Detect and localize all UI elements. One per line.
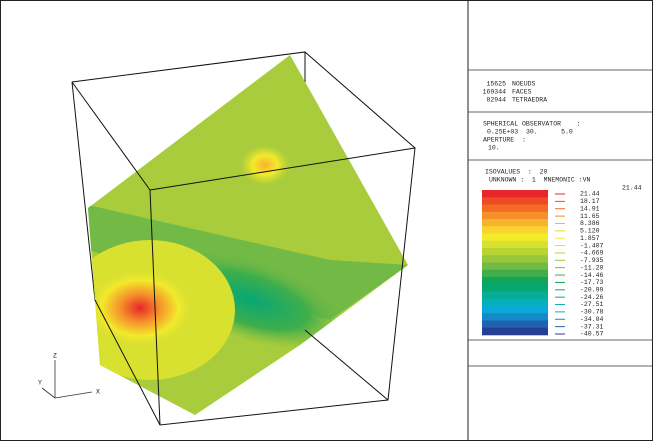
- legend-swatch: [482, 320, 548, 329]
- legend-swatch: [482, 291, 548, 300]
- legend-level: -20.99: [580, 287, 604, 294]
- mesh-count: 82944: [486, 97, 506, 104]
- legend-swatch: [482, 219, 548, 227]
- legend-level: 1.857: [580, 235, 600, 242]
- legend-swatch: [482, 269, 548, 278]
- legend-swatch: [482, 197, 548, 205]
- panel-lines: [468, 69, 653, 367]
- legend-swatch: [482, 240, 548, 249]
- legend-swatch: [482, 255, 548, 263]
- legend-level: -24.26: [580, 294, 604, 301]
- legend-level: 14.91: [580, 205, 600, 212]
- observer-title: SPHERICAL OBSERVATOR :: [483, 121, 581, 128]
- legend-level: -7.935: [580, 257, 604, 264]
- legend-level: -34.04: [580, 316, 604, 323]
- legend-swatch: [482, 233, 548, 242]
- legend-swatch: [482, 306, 548, 314]
- legend-level: -37.31: [580, 323, 604, 330]
- mesh-count: 169344: [483, 89, 507, 96]
- mesh-label: TETRAEDRA: [512, 97, 547, 104]
- axis-label: Z: [53, 353, 57, 360]
- info-panel: SPHERICAL OBSERVATOR : 0.25E+03 30. 5.0 …: [483, 121, 642, 192]
- axis-label: Y: [38, 380, 42, 387]
- legend-level: 18.17: [580, 198, 600, 205]
- legend-swatch: [482, 262, 548, 271]
- legend-level: 5.120: [580, 228, 600, 235]
- legend-swatch: [482, 313, 548, 321]
- legend-level: 11.65: [580, 213, 600, 220]
- legend-swatch: [482, 190, 548, 198]
- mesh-count: 15625: [486, 81, 506, 88]
- isovalues-label: ISOVALUES : 20: [485, 169, 548, 176]
- legend-level: -40.57: [580, 331, 604, 338]
- legend-swatch: [482, 248, 548, 256]
- axis-label: X: [96, 389, 100, 396]
- legend-swatch: [482, 284, 548, 292]
- legend-level: -4.669: [580, 250, 604, 257]
- observer-values: 0.25E+03 30. 5.0: [487, 129, 573, 136]
- cube-front: [71, 51, 416, 426]
- aperture: 10.: [488, 145, 500, 152]
- legend-level: 21.44: [580, 191, 600, 198]
- legend-level: -27.51: [580, 301, 604, 308]
- legend-level: -11.20: [580, 264, 604, 271]
- aperture-label: APERTURE :: [483, 137, 526, 144]
- legend-swatch: [482, 226, 548, 234]
- legend-level: 8.386: [580, 220, 600, 227]
- max-value: 21.44: [622, 185, 642, 192]
- legend-swatch: [482, 327, 548, 336]
- unknown-label: UNKNOWN : 1 MNEMONIC :VN: [489, 177, 591, 184]
- legend-swatch: [482, 204, 548, 213]
- legend-swatch: [482, 211, 548, 220]
- legend-level: -17.73: [580, 279, 604, 286]
- legend-swatch: [482, 298, 548, 307]
- mesh-label: NOEUDS: [512, 81, 536, 88]
- legend-level: -30.78: [580, 309, 604, 316]
- plot-3d: Z Y X: [38, 51, 416, 426]
- legend-swatch: [482, 277, 548, 285]
- legend-level: -14.46: [580, 272, 604, 279]
- legend-level: -1.407: [580, 242, 604, 249]
- mesh-label: FACES: [512, 89, 532, 96]
- axes-triad: [41, 360, 93, 399]
